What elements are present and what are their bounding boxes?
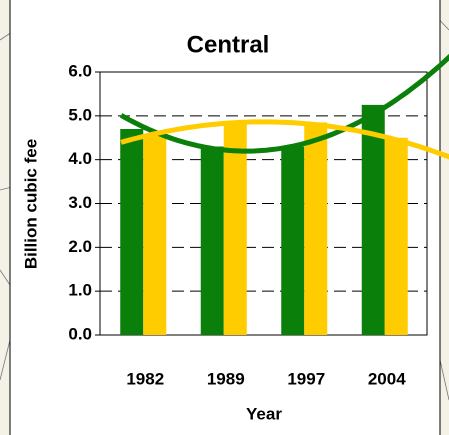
bar [120,128,144,335]
bar [200,146,224,335]
x-tick-label: 1997 [287,369,325,388]
trend-line [119,53,449,154]
y-tick-label: 0.0 [68,324,92,343]
y-tick-label: 2.0 [68,237,92,256]
x-tick-label: 1989 [207,369,245,388]
plot-layer: 0.0 1.0 2.0 3.0 4.0 5.0 6.0 1982 1989 1997 2004 [68,53,449,388]
bar [384,137,408,335]
x-axis-label: Year [246,404,282,423]
y-tick-label: 6.0 [68,61,92,80]
bar [304,122,328,336]
y-tick-label: 4.0 [68,149,92,168]
y-axis-label: Billion cubic fee [21,139,40,269]
x-tick-label: 1982 [126,369,164,388]
bar [361,104,385,335]
chart-title: Central [187,31,270,58]
bar [281,146,305,335]
y-tick-label: 3.0 [68,193,92,212]
bar [223,124,247,335]
y-tick-label: 5.0 [68,105,92,124]
bar [143,135,167,335]
y-tick-label: 1.0 [68,281,92,300]
x-tick-label: 2004 [368,369,406,388]
trend-line [120,119,449,160]
